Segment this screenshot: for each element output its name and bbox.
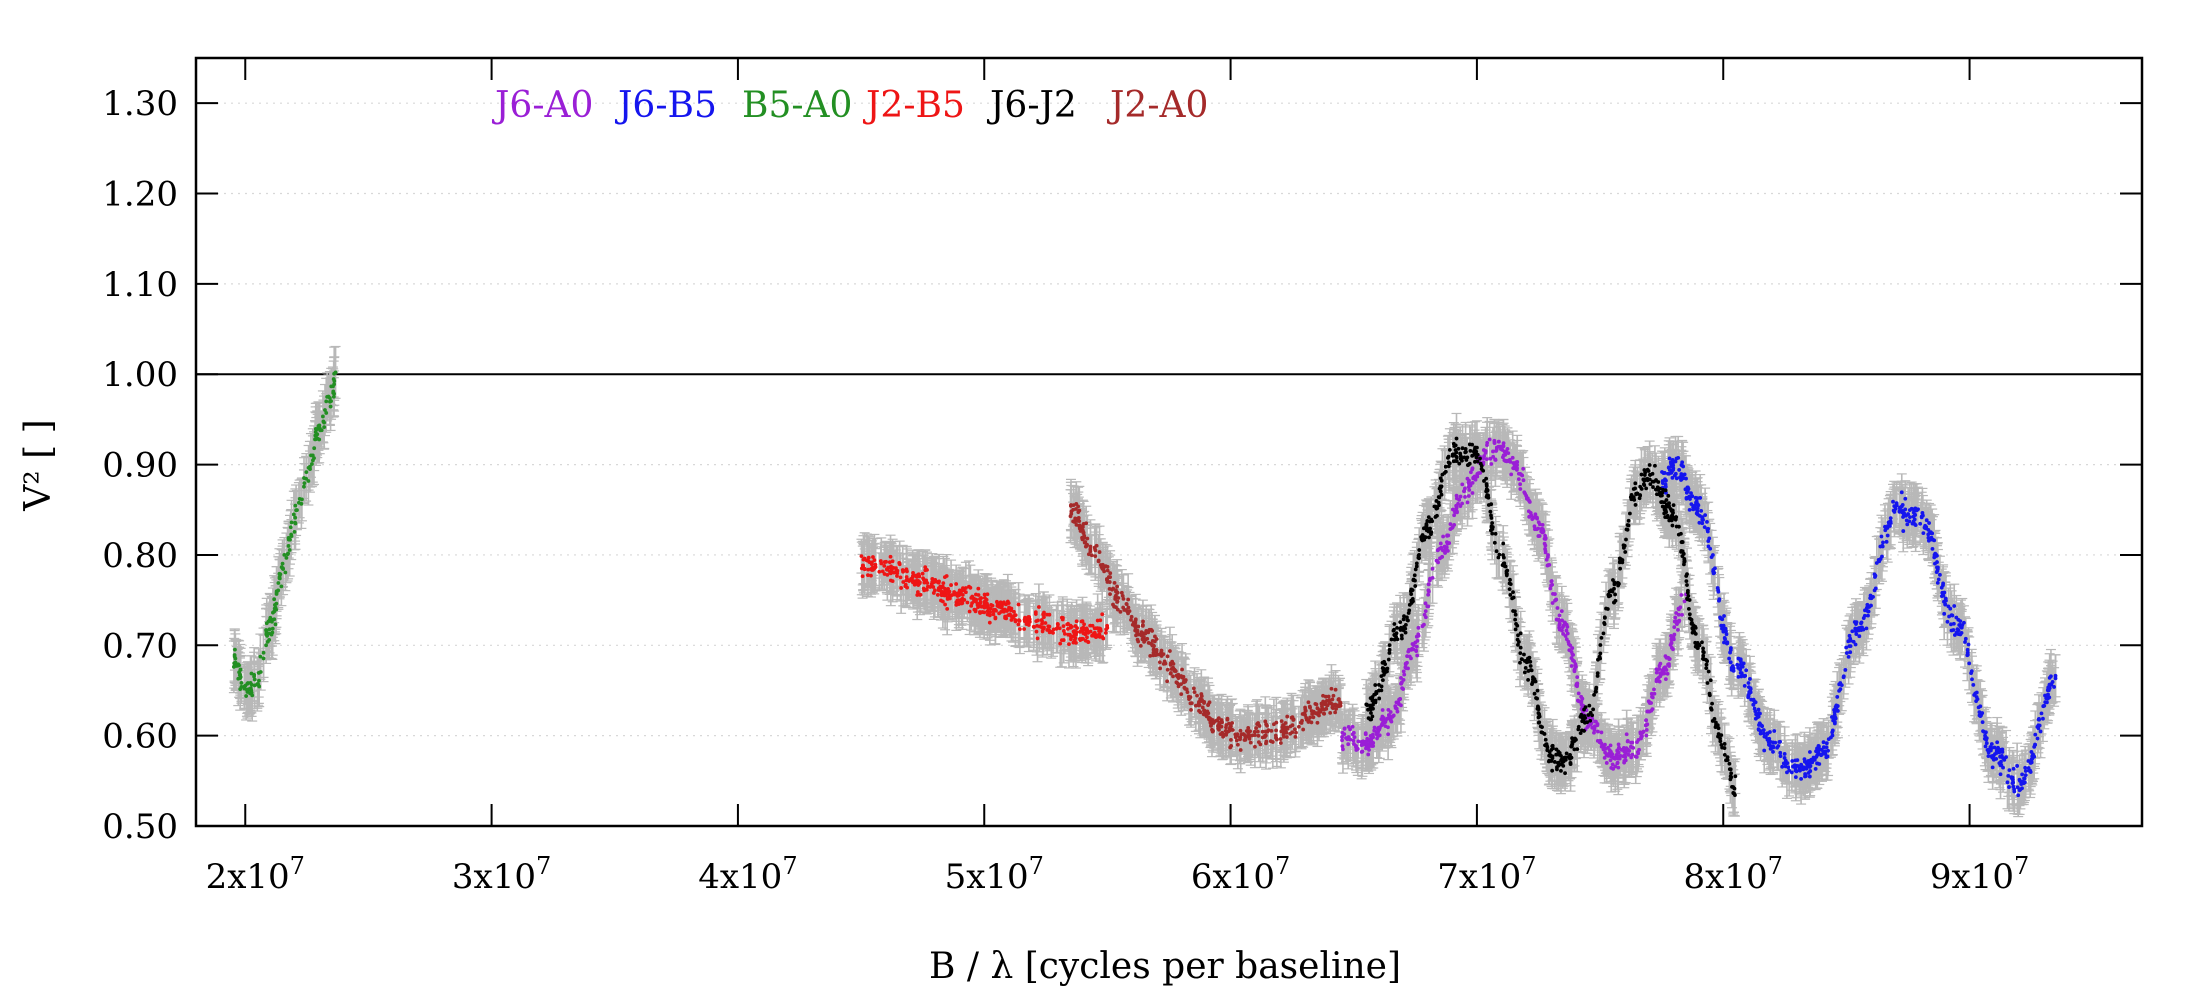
error-bars (228, 345, 2061, 818)
error-bars-B5-A0 (228, 345, 341, 722)
